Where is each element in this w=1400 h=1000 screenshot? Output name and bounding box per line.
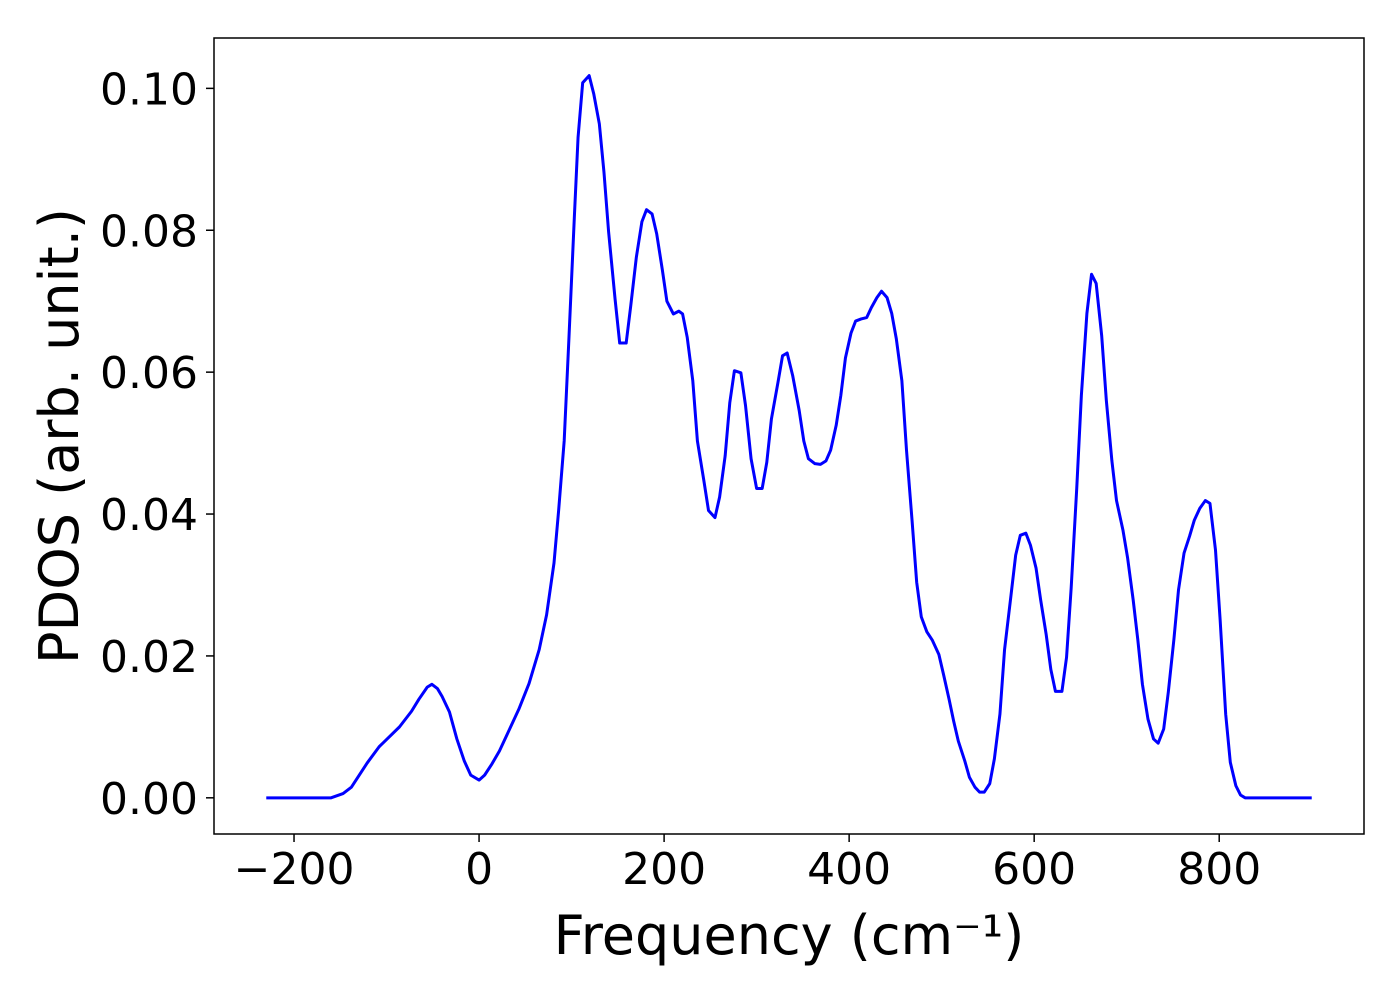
x-tick-label: 200: [622, 844, 706, 895]
data-line: [266, 74, 1312, 800]
y-tick-label: 0.10: [100, 64, 198, 115]
y-tick-label: 0.00: [100, 774, 198, 825]
x-tick-label: −200: [234, 844, 355, 895]
x-tick-label: 0: [465, 844, 493, 895]
y-tick-label: 0.06: [100, 348, 198, 399]
x-tick-label: 800: [1177, 844, 1261, 895]
y-tick-label: 0.04: [100, 490, 198, 541]
x-axis-label: Frequency (cm⁻¹): [554, 904, 1025, 967]
x-tick-label: 600: [992, 844, 1076, 895]
y-tick-label: 0.08: [100, 206, 198, 257]
x-tick-label: 400: [807, 844, 891, 895]
y-axis-label: PDOS (arb. unit.): [28, 208, 91, 664]
y-tick-label: 0.02: [100, 632, 198, 683]
plot-frame: [213, 37, 1365, 835]
